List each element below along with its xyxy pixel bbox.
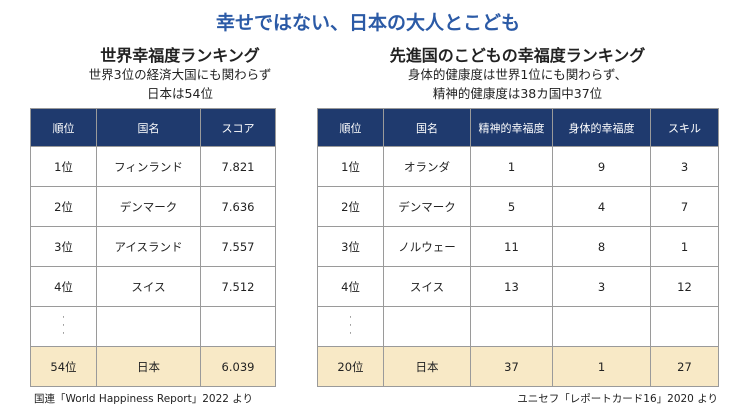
ellipsis-row: · · ·	[317, 306, 719, 347]
table-cell: 11	[470, 226, 553, 267]
table-cell: フィンランド	[96, 146, 201, 187]
table-cell: 2位	[30, 186, 97, 227]
table-row: 4位 スイス 7.512	[30, 266, 276, 307]
ellipsis-row: · · ·	[30, 306, 276, 347]
table-cell: 2位	[317, 186, 384, 227]
header-cell: 身体的幸福度	[552, 108, 651, 147]
table-cell: 3	[552, 266, 651, 307]
table-cell: 9	[552, 146, 651, 187]
right-source: ユニセフ「レポートカード16」2020 より	[517, 393, 718, 405]
right-table: 順位 国名 精神的幸福度 身体的幸福度 スキル 1位 オランダ 1 9 3 2位 デンマーク 5 4 7 3位…	[317, 108, 719, 387]
table-cell: デンマーク	[383, 186, 471, 227]
header-cell: 順位	[30, 108, 97, 147]
table-cell: 3位	[317, 226, 384, 267]
table-cell: 5	[470, 186, 553, 227]
table-row: 4位 スイス 13 3 12	[317, 266, 719, 307]
empty-cell	[96, 306, 201, 347]
table-row: 2位 デンマーク 7.636	[30, 186, 276, 227]
table-cell: 7.636	[200, 186, 276, 227]
header-cell: 国名	[96, 108, 201, 147]
table-row: 2位 デンマーク 5 4 7	[317, 186, 719, 227]
table-cell: 7	[650, 186, 719, 227]
header-cell: スコア	[200, 108, 276, 147]
page-title: 幸せではない、日本の大人とこども	[215, 12, 520, 34]
table-cell: 13	[470, 266, 553, 307]
table-cell: 3位	[30, 226, 97, 267]
empty-cell	[552, 306, 651, 347]
table-row: 1位 フィンランド 7.821	[30, 146, 276, 187]
table-cell: 4位	[317, 266, 384, 307]
table-cell: 4位	[30, 266, 97, 307]
ellipsis-dots: · · ·	[62, 313, 65, 339]
table-row: 3位 アイスランド 7.557	[30, 226, 276, 267]
header-row: 順位 国名 スコア	[30, 108, 276, 147]
table-cell: オランダ	[383, 146, 471, 187]
header-cell: 順位	[317, 108, 384, 147]
subtitle-line: 身体的健康度は世界1位にも関わらず、	[407, 67, 628, 82]
table-cell: 1	[470, 146, 553, 187]
right-heading: 先進国のこどもの幸福度ランキング	[389, 46, 646, 65]
left-source: 国連「World Happiness Report」2022 より	[34, 393, 254, 405]
table-cell: 8	[552, 226, 651, 267]
table-cell: 20位	[317, 346, 384, 387]
table-cell: 7.557	[200, 226, 276, 267]
table-cell: 1位	[317, 146, 384, 187]
table-cell: 7.821	[200, 146, 276, 187]
subtitle-line: 世界3位の経済大国にも関わらず	[88, 67, 272, 82]
empty-cell	[383, 306, 471, 347]
table-cell: 日本	[383, 346, 471, 387]
empty-cell	[200, 306, 276, 347]
table-cell: スイス	[383, 266, 471, 307]
table-cell: 54位	[30, 346, 97, 387]
header-cell: スキル	[650, 108, 719, 147]
table-cell: アイスランド	[96, 226, 201, 267]
empty-cell	[470, 306, 553, 347]
table-cell: スイス	[96, 266, 201, 307]
left-table: 順位 国名 スコア 1位 フィンランド 7.821 2位 デンマーク 7.636 3位 アイスランド…	[30, 108, 276, 387]
table-cell: 1位	[30, 146, 97, 187]
empty-cell: · · ·	[30, 306, 97, 347]
header-row: 順位 国名 精神的幸福度 身体的幸福度 スキル	[317, 108, 719, 147]
table-cell: 1	[650, 226, 719, 267]
table-row: 3位 ノルウェー 11 8 1	[317, 226, 719, 267]
right-subtitle: 身体的健康度は世界1位にも関わらず、 精神的健康度は38カ国中37位	[317, 65, 718, 103]
table-cell: 日本	[96, 346, 201, 387]
table-cell: 1	[552, 346, 651, 387]
left-heading: 世界幸福度ランキング	[100, 46, 260, 65]
empty-cell: · · ·	[317, 306, 384, 347]
table-cell: デンマーク	[96, 186, 201, 227]
table-cell: 12	[650, 266, 719, 307]
subtitle-line: 日本は54位	[147, 86, 213, 101]
highlight-row: 54位 日本 6.039	[30, 346, 276, 387]
table-row: 1位 オランダ 1 9 3	[317, 146, 719, 187]
empty-cell	[650, 306, 719, 347]
header-cell: 国名	[383, 108, 471, 147]
subtitle-line: 精神的健康度は38カ国中37位	[432, 86, 603, 101]
table-cell: ノルウェー	[383, 226, 471, 267]
left-subtitle: 世界3位の経済大国にも関わらず 日本は54位	[30, 65, 330, 103]
highlight-row: 20位 日本 37 1 27	[317, 346, 719, 387]
table-cell: 6.039	[200, 346, 276, 387]
table-cell: 37	[470, 346, 553, 387]
table-cell: 4	[552, 186, 651, 227]
table-cell: 27	[650, 346, 719, 387]
table-cell: 3	[650, 146, 719, 187]
ellipsis-dots: · · ·	[349, 313, 352, 339]
table-cell: 7.512	[200, 266, 276, 307]
header-cell: 精神的幸福度	[470, 108, 553, 147]
